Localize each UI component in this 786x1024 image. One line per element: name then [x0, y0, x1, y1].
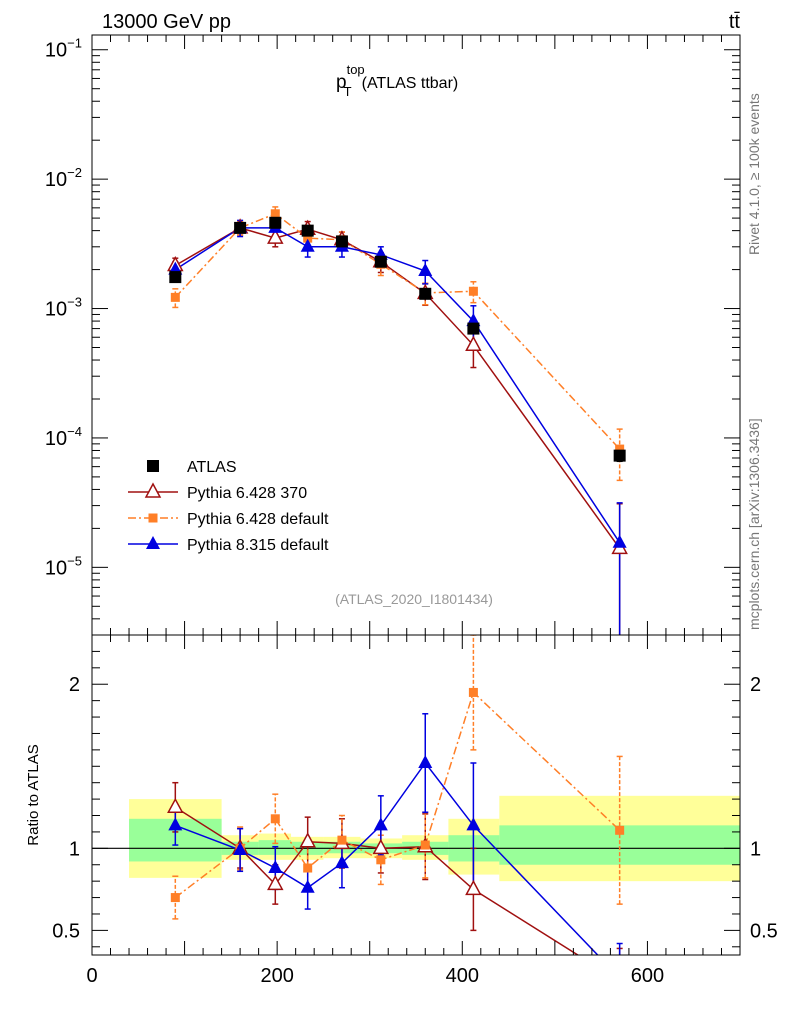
- analysis-tag: (ATLAS_2020_I1801434): [335, 591, 493, 607]
- legend: ATLAS Pythia 6.428 370 Pythia 6.428 defaul…: [128, 459, 329, 554]
- legend-label: Pythia 6.428 370: [187, 485, 307, 502]
- data-point-triangle: [418, 263, 433, 277]
- data-point-square: [374, 255, 387, 268]
- x-tick-label: 200: [260, 965, 293, 987]
- data-point-square: [420, 840, 430, 850]
- x-tick-label: 400: [446, 965, 479, 987]
- data-point-square: [337, 835, 347, 845]
- y-tick-exp: −5: [67, 553, 82, 568]
- data-point-triangle: [300, 879, 315, 893]
- y-tick-label: 10−2: [45, 165, 82, 191]
- data-point-triangle: [233, 841, 248, 855]
- collision-label: 13000 GeV pp: [102, 11, 231, 33]
- x-tick-label: 0: [86, 965, 97, 987]
- data-point-square: [234, 221, 247, 234]
- title-sub: T: [344, 84, 352, 99]
- title-p: p: [336, 72, 347, 93]
- y-tick-base: 10: [45, 169, 67, 191]
- data-point-triangle-open: [299, 832, 316, 848]
- ratio-frame: [91, 634, 741, 956]
- ratio-y-tick-label-right: 2: [750, 674, 761, 696]
- y-tick-base: 10: [45, 557, 67, 579]
- y-tick-label: 10−5: [45, 553, 82, 579]
- data-point-square: [303, 233, 313, 243]
- ratio-axes: 0.5 0.5 1 1 2 2 0 200 400 600: [52, 635, 778, 987]
- y-tick-label: 10−1: [45, 36, 82, 62]
- data-point-square: [615, 825, 625, 835]
- y-tick-exp: −4: [67, 424, 82, 439]
- y-tick-exp: −3: [67, 295, 82, 310]
- mcplots-label: mcplots.cern.ch [arXiv:1306.3436]: [746, 418, 762, 630]
- data-point-square: [270, 209, 280, 219]
- legend-label: Pythia 8.315 default: [187, 537, 329, 554]
- y-tick-base: 10: [45, 40, 67, 62]
- data-point-triangle: [168, 817, 183, 831]
- data-point-square: [301, 224, 314, 237]
- rivet-version-label: Rivet 4.1.0, ≥ 100k events: [746, 93, 762, 255]
- legend-label: ATLAS: [187, 459, 237, 476]
- y-tick-label: 10−4: [45, 424, 82, 450]
- data-point-triangle: [300, 238, 315, 252]
- ratio-ylabel: Ratio to ATLAS: [25, 744, 42, 845]
- ratio-y-tick-label: 1: [69, 838, 80, 860]
- data-point-triangle: [268, 860, 283, 874]
- data-point-triangle-open: [372, 838, 390, 855]
- data-point-triangle: [613, 970, 627, 983]
- ratio-panel: 0.5 0.5 1 1 2 2 0 200 400 600 Ratio to ATLAS: [25, 634, 778, 987]
- data-point-triangle: [334, 855, 349, 869]
- data-point-triangle-open: [167, 797, 184, 814]
- data-point-triangle-open: [144, 482, 162, 498]
- data-point-square: [468, 687, 478, 697]
- main-panel: 10−510−410−310−210−1 ptop T (ATLAS ttbar) …: [45, 34, 741, 636]
- data-point-square: [269, 216, 282, 229]
- title-rest: (ATLAS ttbar): [362, 75, 459, 92]
- data-point-square: [147, 460, 159, 472]
- data-point-square: [419, 287, 432, 300]
- data-point-triangle: [146, 536, 160, 549]
- series-line: [174, 212, 621, 450]
- y-tick-base: 10: [45, 428, 67, 450]
- y-tick-exp: −1: [67, 36, 82, 51]
- data-point-triangle: [418, 755, 433, 768]
- data-point-triangle-open: [465, 335, 482, 352]
- data-point-square: [148, 513, 158, 523]
- data-point-triangle: [612, 534, 627, 548]
- data-point-square: [615, 444, 625, 454]
- title-sup: top: [347, 62, 365, 77]
- data-point-square: [303, 863, 313, 873]
- data-point-triangle-open: [465, 879, 482, 896]
- ratio-y-tick-label-right: 1: [750, 838, 761, 860]
- data-point-square: [170, 292, 180, 302]
- process-label: tt̄: [729, 11, 741, 33]
- data-point-triangle-open: [267, 874, 284, 891]
- y-tick-base: 10: [45, 299, 67, 321]
- y-tick-exp: −2: [67, 165, 82, 180]
- data-point-triangle-open: [267, 228, 284, 244]
- data-point-square: [467, 322, 480, 335]
- data-point-square: [169, 271, 182, 284]
- data-point-triangle: [373, 817, 388, 831]
- chart-title: ptop T (ATLAS ttbar): [336, 62, 458, 99]
- data-point-square: [170, 893, 180, 903]
- ratio-y-tick-label: 0.5: [52, 920, 80, 942]
- main-markers: [167, 209, 628, 555]
- ratio-y-tick-label-right: 0.5: [750, 920, 778, 942]
- data-point-square: [376, 855, 386, 865]
- data-point-square: [270, 814, 280, 824]
- data-point-triangle: [466, 817, 481, 831]
- data-point-triangle-open: [613, 973, 627, 986]
- y-tick-label: 10−3: [45, 295, 82, 321]
- x-tick-label: 600: [631, 965, 664, 987]
- ratio-markers: [167, 687, 627, 986]
- legend-label: Pythia 6.428 default: [187, 511, 329, 528]
- data-point-square: [335, 235, 348, 248]
- data-point-square: [613, 449, 626, 462]
- ratio-uncertainty-bands: [129, 795, 740, 882]
- data-point-square: [468, 286, 478, 296]
- ratio-y-tick-label: 2: [69, 674, 80, 696]
